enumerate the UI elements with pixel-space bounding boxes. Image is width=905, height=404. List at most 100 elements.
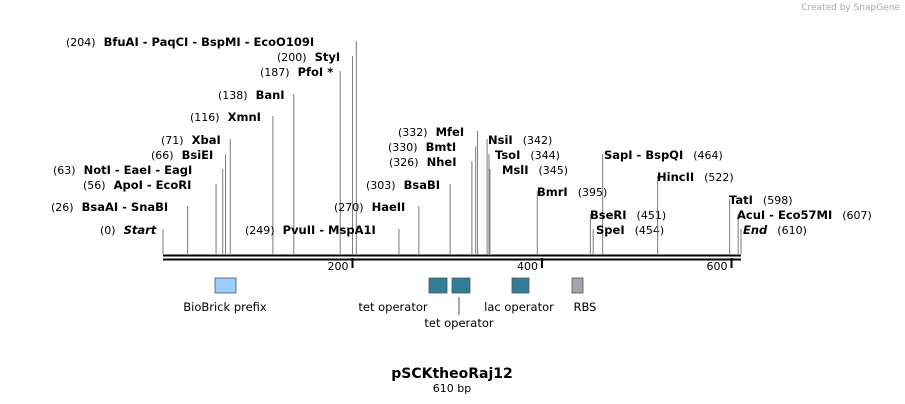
enzyme-name: XbaI [192, 133, 221, 147]
enzyme-label: (330) BmtI [388, 140, 456, 154]
enzyme-name: BsiEI [182, 148, 214, 162]
enzyme-label: TatI (598) [729, 193, 793, 207]
enzyme-position: (200) [277, 51, 307, 64]
enzyme-label: (249) PvuII - MspA1I [245, 223, 376, 237]
enzyme-position: (522) [704, 171, 734, 184]
feature-label: lac operator [484, 300, 554, 314]
enzyme-position: (116) [190, 111, 220, 124]
enzyme-position: (344) [530, 149, 560, 162]
enzyme-position: (598) [763, 194, 793, 207]
ruler-label: 400 [517, 260, 538, 273]
enzyme-position: (56) [83, 179, 106, 192]
enzyme-position: (66) [151, 149, 174, 162]
enzyme-label: (26) BsaAI - SnaBI [51, 200, 168, 214]
feature-box [571, 277, 584, 294]
enzyme-label: (270) HaeII [334, 200, 405, 214]
enzyme-position: (342) [523, 134, 553, 147]
enzyme-label: End (610) [743, 223, 807, 237]
enzyme-label: (204) BfuAI - PaqCI - BspMI - EcoO109I [66, 35, 314, 49]
enzyme-label: (56) ApoI - EcoRI [83, 178, 191, 192]
feature-box [214, 277, 237, 294]
feature-box [428, 277, 448, 294]
enzyme-label: BmrI (395) [537, 185, 607, 199]
enzyme-position: (332) [398, 126, 428, 139]
enzyme-name: TsoI [495, 148, 520, 162]
enzyme-name: BanI [256, 88, 285, 102]
feature-label: BioBrick prefix [183, 300, 267, 314]
enzyme-name: PfoI * [298, 65, 334, 79]
ruler-label: 200 [328, 260, 349, 273]
credit: Created by SnapGene [801, 3, 900, 13]
enzyme-label: BseRI (451) [590, 208, 666, 222]
enzyme-name: PvuII - MspA1I [283, 223, 376, 237]
enzyme-label: (187) PfoI * [260, 65, 333, 79]
enzyme-label: TsoI (344) [495, 148, 560, 162]
enzyme-label: (0) Start [100, 223, 157, 237]
enzyme-name: NsiI [488, 133, 513, 147]
enzyme-position: (607) [842, 209, 872, 222]
enzyme-label: (303) BsaBI [366, 178, 440, 192]
feature-label: RBS [574, 300, 597, 314]
enzyme-name: SapI - BspQI [604, 148, 683, 162]
enzyme-position: (451) [637, 209, 667, 222]
enzyme-name: BsaBI [404, 178, 440, 192]
enzyme-name: XmnI [228, 110, 261, 124]
ruler-label: 600 [707, 260, 728, 273]
enzyme-position: (610) [777, 224, 807, 237]
enzyme-label: (66) BsiEI [151, 148, 213, 162]
enzyme-label: AcuI - Eco57MI (607) [737, 208, 872, 222]
enzyme-position: (204) [66, 36, 96, 49]
enzyme-name: MfeI [436, 125, 465, 139]
enzyme-label: SapI - BspQI (464) [604, 148, 723, 162]
enzyme-label: SpeI (454) [596, 223, 664, 237]
enzyme-label: MslI (345) [502, 163, 568, 177]
enzyme-label: HincII (522) [657, 170, 734, 184]
enzyme-name: End [743, 223, 768, 237]
enzyme-name: MslI [502, 163, 529, 177]
enzyme-label: (138) BanI [218, 88, 285, 102]
sequence-line-bottom [163, 258, 741, 261]
enzyme-name: BfuAI - PaqCI - BspMI - EcoO109I [104, 35, 315, 49]
enzyme-name: NotI - EaeI - EagI [84, 163, 193, 177]
enzyme-position: (330) [388, 141, 418, 154]
enzyme-position: (0) [100, 224, 116, 237]
feature-label: tet operator [358, 300, 427, 314]
enzyme-position: (63) [53, 164, 76, 177]
enzyme-name: SpeI [596, 223, 625, 237]
enzyme-position: (326) [389, 156, 419, 169]
enzyme-name: ApoI - EcoRI [114, 178, 192, 192]
enzyme-label: (332) MfeI [398, 125, 464, 139]
size: 610 bp [433, 382, 471, 395]
enzyme-label: (200) StyI [277, 50, 340, 64]
sequence-line-top [163, 254, 741, 257]
enzyme-name: TatI [729, 193, 753, 207]
enzyme-name: NheI [427, 155, 457, 169]
enzyme-position: (395) [578, 186, 608, 199]
enzyme-name: HaeII [372, 200, 406, 214]
enzyme-position: (249) [245, 224, 275, 237]
title: pSCKtheoRaj12 [391, 366, 513, 382]
enzyme-label: (71) XbaI [161, 133, 221, 147]
enzyme-name: BsaAI - SnaBI [82, 200, 169, 214]
feature-box [451, 277, 471, 294]
enzyme-position: (464) [693, 149, 723, 162]
enzyme-position: (71) [161, 134, 184, 147]
enzyme-position: (303) [366, 179, 396, 192]
enzyme-position: (345) [539, 164, 569, 177]
enzyme-label: (326) NheI [389, 155, 456, 169]
enzyme-name: AcuI - Eco57MI [737, 208, 832, 222]
enzyme-label: NsiI (342) [488, 133, 552, 147]
enzyme-label: (63) NotI - EaeI - EagI [53, 163, 192, 177]
enzyme-position: (270) [334, 201, 364, 214]
enzyme-name: BmtI [426, 140, 457, 154]
enzyme-name: HincII [657, 170, 694, 184]
enzyme-name: BmrI [537, 185, 568, 199]
feature-box [511, 277, 530, 294]
enzyme-position: (454) [635, 224, 665, 237]
feature-label: tet operator [424, 316, 493, 330]
enzyme-label: (116) XmnI [190, 110, 261, 124]
enzyme-position: (26) [51, 201, 74, 214]
enzyme-position: (187) [260, 66, 290, 79]
enzyme-name: StyI [315, 50, 341, 64]
